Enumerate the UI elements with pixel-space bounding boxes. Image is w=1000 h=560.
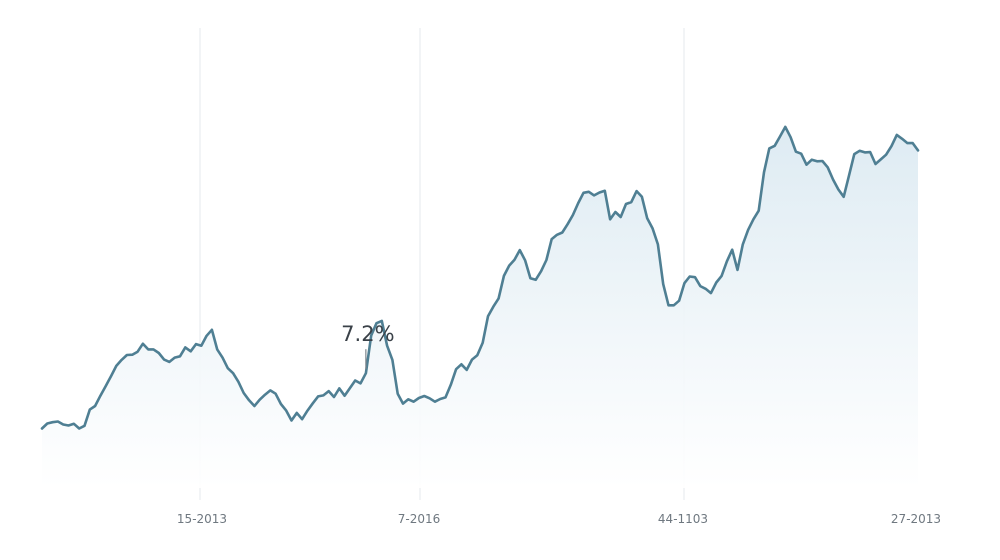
x-tick-label-3: 44-1103 [658, 512, 708, 526]
x-tick-label-4: 27-2013 [891, 512, 941, 526]
x-tick-label-1: 15-2013 [177, 512, 227, 526]
series-line [40, 125, 920, 430]
callout-label: 7.2% [341, 322, 394, 346]
x-axis-ticks: 15-2013 7-2016 44-1103 27-2013 [177, 512, 941, 526]
series-area [42, 126, 918, 489]
peak-callout: 7.2% [341, 322, 395, 370]
x-tick-label-2: 7-2016 [398, 512, 441, 526]
